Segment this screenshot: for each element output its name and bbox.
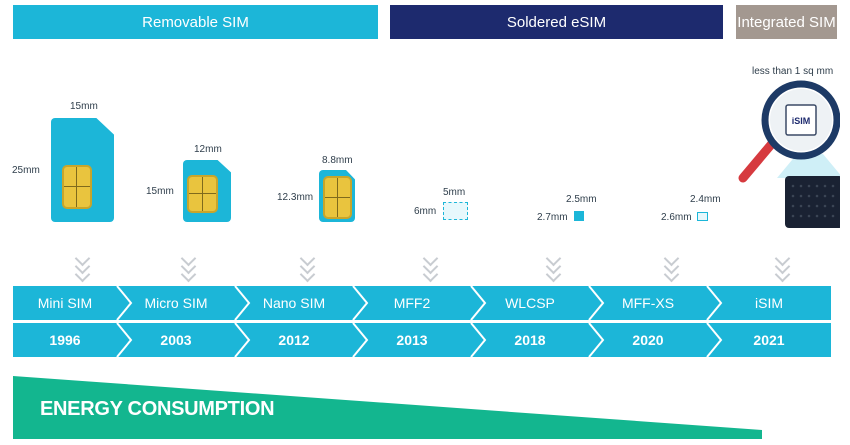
- chevron-down-icon: [663, 250, 679, 283]
- mff2-height-label: 6mm: [414, 206, 437, 217]
- timeline-years-band: 1996 2003 2012 2013 2018 2020 2021: [13, 323, 831, 357]
- timeline-year: 1996: [49, 332, 81, 348]
- chevron-down-icon: [774, 250, 790, 283]
- micro-width-label: 12mm: [194, 144, 222, 155]
- chevron-down-icon: [299, 250, 315, 283]
- isim-chip-label: iSIM: [792, 116, 811, 126]
- timeline-separators: [116, 286, 723, 320]
- chevron-down-icon: [180, 250, 196, 283]
- magnifier-beam: [777, 154, 840, 178]
- timeline-name: Micro SIM: [144, 295, 208, 311]
- mffxs-height-label: 2.6mm: [661, 212, 692, 223]
- energy-consumption-label: ENERGY CONSUMPTION: [40, 398, 275, 420]
- isim-board: [785, 176, 840, 228]
- timeline-name: iSIM: [755, 295, 783, 311]
- mini-height-label: 25mm: [12, 165, 40, 176]
- mini-width-label: 15mm: [70, 101, 98, 112]
- timeline-year: 2020: [632, 332, 664, 348]
- energy-consumption-wedge: [13, 376, 762, 439]
- nano-width-label: 8.8mm: [322, 155, 353, 166]
- magnifier-handle: [738, 135, 780, 183]
- chevron-down-icon: [545, 250, 561, 283]
- isim-chip: [785, 104, 817, 136]
- timeline-year: 2013: [396, 332, 428, 348]
- sim-chip-icon: [187, 175, 218, 213]
- timeline-name: MFF2: [393, 295, 431, 311]
- timeline-year: 2018: [514, 332, 546, 348]
- timeline-year: 2003: [160, 332, 192, 348]
- category-removable-sim: Removable SIM: [13, 5, 378, 39]
- wlcsp-height-label: 2.7mm: [537, 212, 568, 223]
- category-soldered-esim: Soldered eSIM: [390, 5, 723, 39]
- wlcsp-width-label: 2.5mm: [566, 194, 597, 205]
- mff2-width-label: 5mm: [443, 187, 466, 198]
- timeline-name: WLCSP: [505, 295, 555, 311]
- isim-size-label: less than 1 sq mm: [752, 66, 834, 77]
- timeline-year: 2012: [278, 332, 310, 348]
- wlcsp-chip-icon: [574, 211, 584, 221]
- sim-chip-icon: [323, 176, 352, 219]
- mffxs-width-label: 2.4mm: [690, 194, 721, 205]
- nano-height-label: 12.3mm: [277, 192, 314, 203]
- mff2-chip-icon: [443, 202, 468, 220]
- timeline-name: Mini SIM: [37, 295, 93, 311]
- sim-chip-icon: [62, 165, 92, 209]
- timeline-name: MFF-XS: [621, 295, 675, 311]
- mffxs-chip-icon: [697, 212, 708, 221]
- isim-magnifier-icon: iSIM: [738, 80, 840, 228]
- micro-height-label: 15mm: [146, 186, 174, 197]
- timeline-year: 2021: [753, 332, 785, 348]
- timeline-separators: [116, 323, 723, 357]
- chevron-down-icon: [422, 250, 438, 283]
- category-integrated-sim: Integrated SIM: [736, 5, 837, 39]
- timeline-names-band: Mini SIM Micro SIM Nano SIM MFF2 WLCSP M…: [13, 286, 831, 320]
- timeline-name: Nano SIM: [262, 295, 326, 311]
- chevron-down-icon: [74, 250, 90, 283]
